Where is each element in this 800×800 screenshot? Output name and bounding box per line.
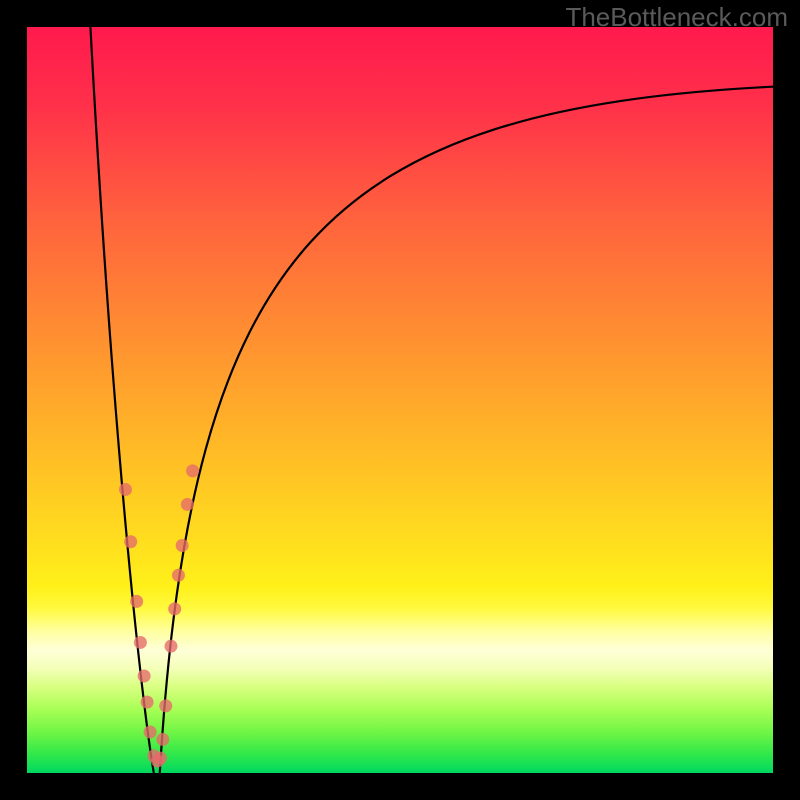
data-marker <box>124 535 137 548</box>
data-marker <box>172 569 185 582</box>
data-marker <box>130 595 143 608</box>
data-marker <box>154 752 167 765</box>
data-marker <box>176 539 189 552</box>
data-marker <box>141 696 154 709</box>
data-marker <box>119 483 132 496</box>
data-marker <box>156 733 169 746</box>
data-marker <box>144 725 157 738</box>
data-marker <box>134 636 147 649</box>
plot-area <box>27 27 773 773</box>
watermark-text: TheBottleneck.com <box>565 2 788 33</box>
data-marker <box>164 640 177 653</box>
data-marker <box>186 464 199 477</box>
data-marker <box>138 670 151 683</box>
chart-svg <box>27 27 773 773</box>
data-marker <box>168 602 181 615</box>
data-marker <box>159 699 172 712</box>
data-marker <box>181 498 194 511</box>
